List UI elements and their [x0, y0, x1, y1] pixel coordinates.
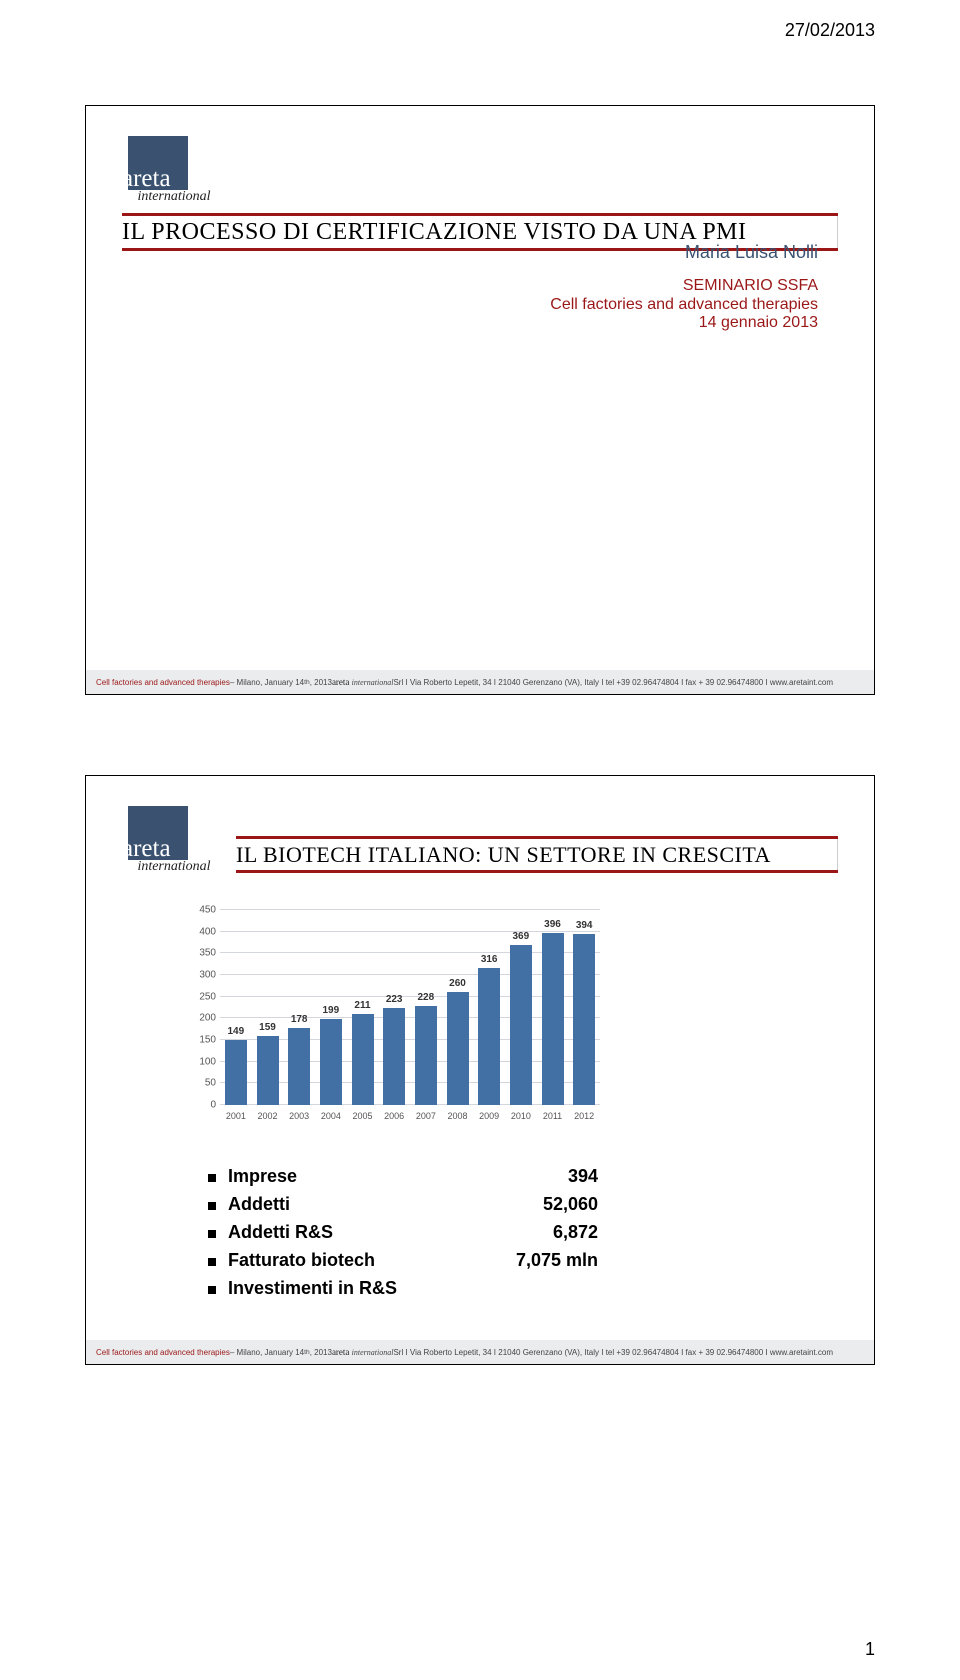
chart-bar: 369 [510, 945, 532, 1105]
footer-brand: areta [332, 677, 349, 687]
bullet-icon [208, 1258, 216, 1266]
chart-y-tick: 300 [186, 970, 216, 981]
fact-value: 6,872 [458, 1219, 598, 1247]
fact-value: 52,060 [458, 1191, 598, 1219]
chart-bar: 223 [383, 1008, 405, 1105]
page-date: 27/02/2013 [785, 20, 875, 41]
fact-label: Investimenti in R&S [228, 1275, 458, 1303]
slide-footer-2: Cell factories and advanced therapies – … [86, 1340, 874, 1364]
chart-x-tick: 2005 [348, 1111, 378, 1121]
logo-brand-2: areta [122, 835, 171, 863]
seminar-label: SEMINARIO SSFA [550, 277, 818, 295]
chart-bar-value: 178 [284, 1014, 314, 1025]
chart-bar-value: 199 [316, 1005, 346, 1016]
chart-x-tick: 2004 [316, 1111, 346, 1121]
chart-bar-value: 369 [506, 931, 536, 942]
chart-x-tick: 2011 [538, 1111, 568, 1121]
chart-x-tick: 2006 [379, 1111, 409, 1121]
footer-cf: Cell factories and advanced therapies [96, 678, 230, 687]
chart-x-tick: 2007 [411, 1111, 441, 1121]
fact-row: Investimenti in R&S [208, 1275, 838, 1303]
slide-1: areta international IL PROCESSO DI CERTI… [85, 105, 875, 695]
chart-y-tick: 350 [186, 948, 216, 959]
logo-brand: areta [122, 165, 171, 193]
fact-row: Imprese394 [208, 1163, 838, 1191]
chart-x-tick: 2003 [284, 1111, 314, 1121]
slide2-title: IL BIOTECH ITALIANO: UN SETTORE IN CRESC… [236, 839, 831, 870]
bullet-icon [208, 1286, 216, 1294]
chart-bar-value: 159 [253, 1022, 283, 1033]
biotech-chart: 149159178199211223228260316369396394 050… [186, 903, 616, 1123]
chart-y-tick: 200 [186, 1013, 216, 1024]
bullet-icon [208, 1174, 216, 1182]
fact-row: Addetti R&S6,872 [208, 1219, 838, 1247]
slide1-info: Maria Luisa Nolli SEMINARIO SSFA Cell fa… [550, 242, 818, 332]
fact-row: Addetti52,060 [208, 1191, 838, 1219]
chart-y-tick: 250 [186, 991, 216, 1002]
seminar-date: 14 gennaio 2013 [550, 314, 818, 332]
chart-bar: 260 [447, 992, 469, 1105]
footer-dash: – Milano, January 14 [230, 678, 304, 687]
areta-logo-2: areta international [122, 806, 226, 875]
chart-bar: 159 [257, 1036, 279, 1105]
fact-label: Addetti [228, 1191, 458, 1219]
chart-x-tick: 2012 [569, 1111, 599, 1121]
chart-bar-value: 149 [221, 1026, 251, 1037]
chart-bar-value: 316 [474, 954, 504, 965]
seminar-topic: Cell factories and advanced therapies [550, 295, 818, 314]
chart-bar-value: 396 [538, 919, 568, 930]
chart-bar: 199 [320, 1019, 342, 1105]
chart-bars: 149159178199211223228260316369396394 [220, 910, 600, 1105]
chart-y-tick: 450 [186, 905, 216, 916]
chart-bar: 211 [352, 1014, 374, 1105]
chart-bar: 149 [225, 1040, 247, 1105]
title2-rule-bottom [236, 870, 838, 873]
fact-label: Addetti R&S [228, 1219, 458, 1247]
fact-value: 7,075 mln [458, 1247, 598, 1275]
chart-x-tick: 2001 [221, 1111, 251, 1121]
chart-y-tick: 400 [186, 926, 216, 937]
footer2-cf: Cell factories and advanced therapies [96, 1348, 230, 1357]
chart-x-tick: 2008 [443, 1111, 473, 1121]
chart-bar-value: 228 [411, 992, 441, 1003]
chart-x-tick: 2002 [253, 1111, 283, 1121]
chart-bar-value: 260 [443, 978, 473, 989]
fact-value: 394 [458, 1163, 598, 1191]
chart-bar: 178 [288, 1028, 310, 1105]
slide2-title-wrap: IL BIOTECH ITALIANO: UN SETTORE IN CRESC… [236, 836, 838, 873]
chart-bar: 316 [478, 968, 500, 1105]
chart-bar: 394 [573, 934, 595, 1105]
footer2-yr: , 2013 [310, 1348, 332, 1357]
chart-bar-value: 223 [379, 994, 409, 1005]
chart-x-tick: 2010 [506, 1111, 536, 1121]
footer2-rest: Srl I Via Roberto Lepetit, 34 I 21040 Ge… [393, 1348, 833, 1357]
chart-bar: 228 [415, 1006, 437, 1105]
chart-y-tick: 50 [186, 1078, 216, 1089]
bullet-icon [208, 1230, 216, 1238]
slide-footer: Cell factories and advanced therapies – … [86, 670, 874, 694]
footer2-brand: areta [332, 1347, 349, 1357]
footer2-dash: – Milano, January 14 [230, 1348, 304, 1357]
fact-label: Imprese [228, 1163, 458, 1191]
bullet-icon [208, 1202, 216, 1210]
chart-bar-value: 394 [569, 920, 599, 931]
areta-logo: areta international [122, 136, 226, 205]
chart-y-tick: 0 [186, 1100, 216, 1111]
footer-rest: Srl I Via Roberto Lepetit, 34 I 21040 Ge… [393, 678, 833, 687]
chart-bar: 396 [542, 933, 564, 1105]
chart-y-tick: 100 [186, 1056, 216, 1067]
fact-label: Fatturato biotech [228, 1247, 458, 1275]
chart-x-tick: 2009 [474, 1111, 504, 1121]
facts-list: Imprese394Addetti52,060Addetti R&S6,872F… [208, 1163, 838, 1302]
author-name: Maria Luisa Nolli [550, 242, 818, 263]
footer-intl: international [352, 678, 394, 687]
fact-row: Fatturato biotech7,075 mln [208, 1247, 838, 1275]
page-number: 1 [865, 1639, 875, 1660]
footer-yr: , 2013 [310, 678, 332, 687]
chart-bar-value: 211 [348, 1000, 378, 1011]
footer2-intl: international [352, 1348, 394, 1357]
slide-2: areta international IL BIOTECH ITALIANO:… [85, 775, 875, 1365]
chart-y-tick: 150 [186, 1035, 216, 1046]
